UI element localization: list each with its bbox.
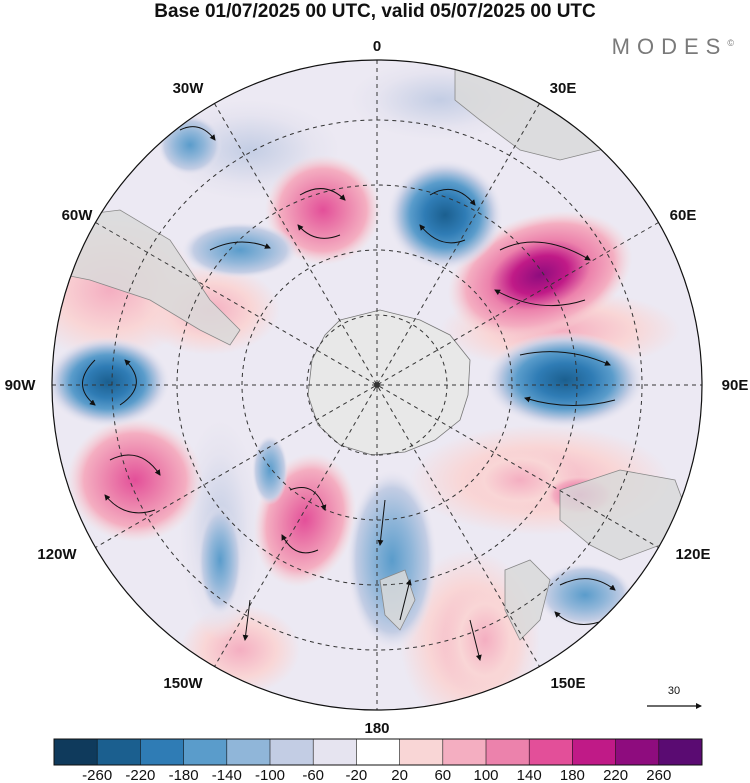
colorbar-swatch — [615, 739, 660, 765]
colorbar-swatch — [356, 739, 401, 765]
modes-logo: MODES© — [612, 34, 734, 60]
colorbar-tick-label: -20 — [346, 767, 368, 783]
colorbar-tick-label: 60 — [434, 767, 451, 783]
colorbar-tick-label: 140 — [517, 767, 542, 783]
colorbar-tick-label: -220 — [125, 767, 155, 783]
lon-label-150e: 150E — [550, 675, 585, 692]
brand-text: MODES — [611, 34, 728, 59]
colorbar-swatch — [270, 739, 314, 765]
colorbar-tick-label: -180 — [169, 767, 199, 783]
colorbar-swatch — [658, 739, 703, 765]
lon-label-60e: 60E — [670, 207, 697, 224]
colorbar: -260 -220 -180 -140 -100 -60 -20 20 60 100 140 180 2… — [53, 738, 703, 783]
vector-scale-label: 30 — [668, 685, 680, 697]
lon-label-150w: 150W — [163, 675, 203, 692]
colorbar-swatch — [183, 739, 228, 765]
colorbar-tick-label: 100 — [473, 767, 498, 783]
lon-label-30e: 30E — [550, 80, 577, 97]
colorbar-swatch — [529, 739, 573, 765]
lon-label-0: 0 — [373, 38, 381, 55]
colorbar-frame — [53, 738, 703, 766]
map-disc — [52, 60, 702, 710]
map-border — [51, 59, 703, 711]
lon-label-90e: 90E — [722, 377, 749, 394]
colorbar-swatch — [486, 739, 530, 765]
antarctica — [307, 309, 471, 456]
colorbar-tick-label: -260 — [82, 767, 112, 783]
colorbar-tick-label: -140 — [212, 767, 242, 783]
colorbar-tick-label: -100 — [255, 767, 285, 783]
map-title: Base 01/07/2025 00 UTC, valid 05/07/2025… — [154, 1, 596, 22]
colorbar-swatch — [54, 739, 98, 765]
lon-label-60w: 60W — [62, 207, 94, 224]
vector-scale-key: 30 — [647, 685, 702, 709]
graticule — [52, 60, 702, 710]
colorbar-swatch — [572, 739, 617, 765]
longitude-labels: 0 180 90W 90E 30W 60W 30E 60E 120W 150W … — [5, 38, 749, 737]
colorbar-tick-label: -60 — [302, 767, 324, 783]
anomaly-field — [52, 60, 702, 710]
colorbar-swatch — [226, 739, 271, 765]
colorbar-tick-label: 260 — [646, 767, 671, 783]
lon-label-120e: 120E — [675, 546, 710, 563]
colorbar-swatch — [399, 739, 444, 765]
south-pole-marker — [374, 382, 380, 388]
colorbar-swatch — [313, 739, 357, 765]
lon-label-180: 180 — [364, 720, 389, 737]
lon-label-30w: 30W — [173, 80, 205, 97]
colorbar-tick-label: 180 — [560, 767, 585, 783]
colorbar-tick-label: 220 — [603, 767, 628, 783]
colorbar-swatch — [140, 739, 185, 765]
lon-label-120w: 120W — [37, 546, 77, 563]
colorbar-swatch — [97, 739, 141, 765]
lon-label-90w: 90W — [5, 377, 37, 394]
copyright-mark: © — [727, 38, 734, 48]
colorbar-swatch — [442, 739, 487, 765]
colorbar-tick-label: 20 — [391, 767, 408, 783]
wind-vectors — [82, 126, 616, 661]
